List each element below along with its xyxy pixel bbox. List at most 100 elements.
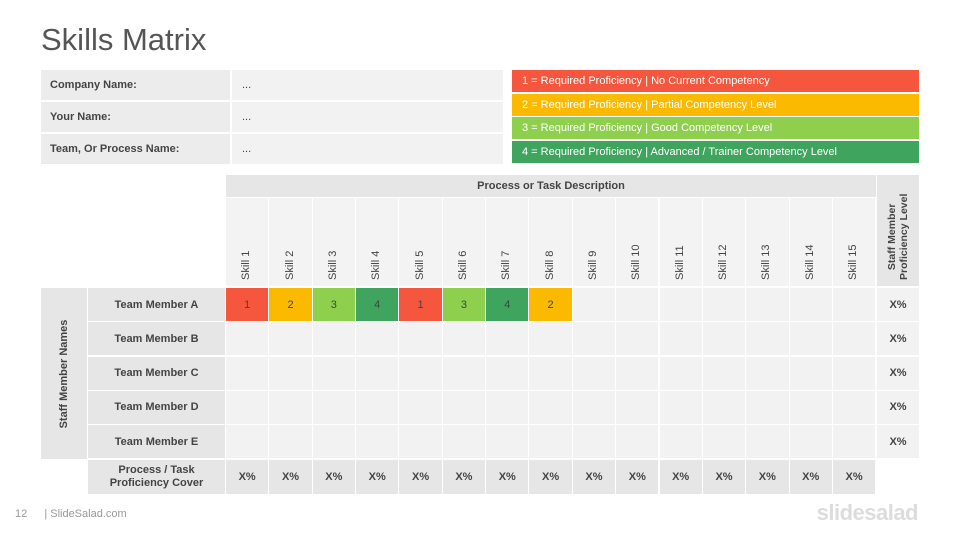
skill-score-cell[interactable] — [442, 425, 486, 459]
skill-score-cell[interactable] — [399, 356, 442, 390]
legend-level-4: 4 = Required Proficiency | Advanced / Tr… — [512, 140, 919, 163]
cover-value: X% — [356, 460, 399, 494]
skill-score-cell[interactable] — [486, 322, 529, 356]
skill-score-cell[interactable] — [616, 322, 659, 356]
skill-score-cell[interactable] — [269, 322, 312, 356]
skill-score-cell[interactable] — [789, 390, 832, 424]
skill-score-cell[interactable] — [659, 390, 702, 424]
skill-score-cell[interactable]: 4 — [356, 288, 399, 321]
skill-score-cell[interactable] — [659, 322, 702, 356]
skill-score-cell[interactable] — [269, 356, 312, 390]
skill-score-cell[interactable]: 1 — [226, 288, 269, 321]
skill-score-cell[interactable] — [832, 356, 876, 390]
page-title: Skills Matrix — [41, 22, 207, 57]
skill-score-cell[interactable] — [312, 322, 356, 356]
skill-score-cell[interactable] — [746, 425, 789, 459]
skill-score-cell[interactable] — [832, 322, 876, 356]
skill-score-cell[interactable] — [659, 356, 702, 390]
skill-header-label: Skill 15 — [847, 244, 860, 280]
skill-score-cell[interactable] — [659, 425, 702, 459]
team-name-field[interactable]: ... — [232, 134, 503, 164]
skill-score-cell[interactable] — [356, 390, 399, 424]
skill-header: Skill 10 — [616, 198, 659, 286]
skill-score-cell[interactable] — [789, 356, 832, 390]
skill-score-cell[interactable] — [269, 390, 312, 424]
skill-score-cell[interactable] — [399, 390, 442, 424]
company-name-field[interactable]: ... — [232, 70, 503, 100]
skill-score-cell[interactable] — [616, 356, 659, 390]
skill-score-cell[interactable] — [832, 425, 876, 459]
skill-score-cell[interactable] — [746, 322, 789, 356]
skill-score-cell[interactable] — [356, 322, 399, 356]
skill-score-cell[interactable]: 1 — [399, 288, 442, 321]
your-name-field[interactable]: ... — [232, 102, 503, 132]
skill-score-cell[interactable] — [486, 425, 529, 459]
skill-score-cell[interactable]: 3 — [442, 288, 486, 321]
skill-score-cell[interactable] — [312, 425, 356, 459]
skill-score-cell[interactable] — [486, 356, 529, 390]
footer: 12 | SlideSalad.com — [15, 508, 127, 520]
skill-score-cell[interactable] — [269, 425, 312, 459]
slidesalad-logo: slidesalad — [816, 500, 919, 525]
skill-score-cell[interactable] — [746, 390, 789, 424]
info-table: Company Name: ... Your Name: ... Team, O… — [41, 70, 503, 166]
skill-score-cell[interactable] — [659, 288, 702, 321]
skill-score-cell[interactable] — [616, 425, 659, 459]
team-member-name: Team Member E — [88, 425, 225, 459]
skill-score-cell[interactable] — [226, 356, 269, 390]
skill-score-cell[interactable] — [226, 425, 269, 459]
skill-score-cell[interactable] — [572, 425, 616, 459]
skill-score-cell[interactable] — [529, 425, 572, 459]
team-member-name: Team Member C — [88, 356, 225, 390]
skill-score-cell[interactable] — [702, 356, 746, 390]
skill-header: Skill 3 — [312, 198, 356, 286]
skill-score-cell[interactable] — [572, 356, 616, 390]
skill-header-label: Skill 11 — [673, 245, 686, 280]
skill-score-cell[interactable]: 3 — [312, 288, 356, 321]
skill-header: Skill 5 — [399, 198, 442, 286]
skill-score-cell[interactable] — [312, 390, 356, 424]
skill-score-cell[interactable] — [442, 390, 486, 424]
skill-score-cell[interactable] — [616, 288, 659, 321]
skill-score-cell[interactable] — [702, 390, 746, 424]
cover-value: X% — [486, 460, 529, 494]
skill-score-cell[interactable] — [702, 425, 746, 459]
skill-score-cell[interactable] — [832, 288, 876, 321]
staff-names-header-label: Staff Member Names — [58, 319, 70, 428]
skill-score-cell[interactable] — [702, 288, 746, 321]
skill-score-cell[interactable] — [529, 390, 572, 424]
skill-score-cell[interactable] — [572, 390, 616, 424]
skill-score-cell[interactable] — [399, 425, 442, 459]
skill-score-cell[interactable] — [789, 425, 832, 459]
skill-score-cell[interactable]: 4 — [486, 288, 529, 321]
skill-score-cell[interactable] — [789, 322, 832, 356]
skill-score-cell[interactable] — [442, 356, 486, 390]
skill-score-cell[interactable] — [572, 288, 616, 321]
skill-score-cell[interactable]: 2 — [269, 288, 312, 321]
skill-score-cell[interactable] — [356, 356, 399, 390]
skill-score-cell[interactable] — [702, 322, 746, 356]
skill-score-cell[interactable] — [399, 322, 442, 356]
skill-score-cell[interactable] — [442, 322, 486, 356]
skill-header-label: Skill 4 — [370, 250, 383, 280]
skill-score-cell[interactable] — [356, 425, 399, 459]
skill-score-cell[interactable] — [746, 288, 789, 321]
cover-value: X% — [572, 460, 616, 494]
skill-score-cell[interactable] — [226, 390, 269, 424]
company-name-label: Company Name: — [41, 70, 230, 100]
cover-row-label: Process / Task Proficiency Cover — [88, 460, 225, 494]
proficiency-header-label: Staff Member Proficiency Level — [886, 193, 910, 280]
skill-score-cell[interactable] — [486, 390, 529, 424]
skill-score-cell[interactable] — [746, 356, 789, 390]
skill-header: Skill 4 — [356, 198, 399, 286]
skill-score-cell[interactable] — [572, 322, 616, 356]
skill-score-cell[interactable]: 2 — [529, 288, 572, 321]
skill-score-cell[interactable] — [616, 390, 659, 424]
skill-score-cell[interactable] — [789, 288, 832, 321]
skill-header-label: Skill 5 — [413, 250, 426, 280]
skill-score-cell[interactable] — [832, 390, 876, 424]
skill-score-cell[interactable] — [529, 322, 572, 356]
skill-score-cell[interactable] — [312, 356, 356, 390]
skill-score-cell[interactable] — [529, 356, 572, 390]
skill-score-cell[interactable] — [226, 322, 269, 356]
